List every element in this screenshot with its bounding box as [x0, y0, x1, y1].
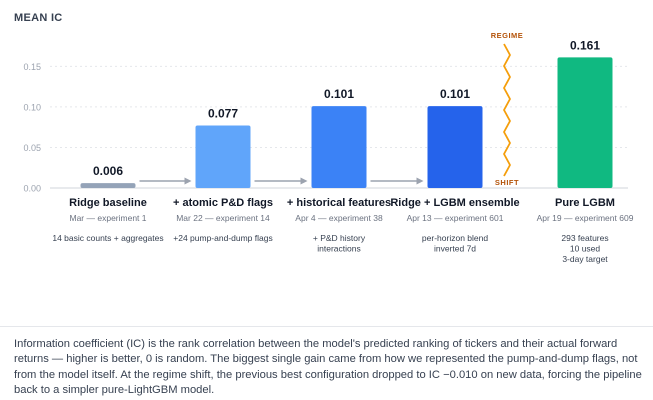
bar [311, 106, 367, 188]
category-label: Ridge baseline [69, 197, 147, 209]
note-label: 293 features [561, 233, 608, 243]
value-label: 0.006 [93, 164, 123, 178]
date-label: Mar — experiment 1 [70, 213, 147, 223]
category-label: Pure LGBM [555, 197, 615, 209]
y-tick-label: 0.10 [23, 102, 41, 112]
bar [427, 106, 483, 188]
shift-label: SHIFT [495, 178, 519, 187]
note-label: interactions [317, 244, 360, 254]
progression-arrows [139, 177, 424, 185]
date-label: Mar 22 — experiment 14 [176, 213, 270, 223]
arrow-head [300, 177, 308, 185]
bar-labels: 0.006 Ridge baseline Mar — experiment 1 14 … [52, 38, 633, 264]
y-tick-label: 0.15 [23, 62, 41, 72]
note-label: +24 pump-and-dump flags [173, 233, 272, 243]
note-label: 3-day target [562, 254, 608, 264]
grid: 0.00 0.05 0.10 0.15 [23, 62, 628, 194]
note-label: 10 used [570, 244, 601, 254]
divider [0, 326, 653, 327]
note-label: inverted 7d [434, 244, 476, 254]
arrow-head [416, 177, 424, 185]
value-label: 0.161 [570, 38, 600, 52]
chart-area: MEAN IC 0.00 0.05 0.10 0.15 0.006 Ridge base… [14, 12, 634, 264]
regime-shift-marker: REGIME SHIFT [491, 31, 524, 187]
regime-label: REGIME [491, 31, 524, 40]
bar [80, 183, 136, 188]
value-label: 0.101 [324, 87, 354, 101]
note-label: per-horizon blend [422, 233, 488, 243]
date-label: Apr 4 — experiment 38 [295, 213, 383, 223]
bars [80, 57, 613, 189]
regime-zigzag [503, 43, 511, 177]
y-tick-label: 0.00 [23, 184, 41, 194]
note-label: + P&D history [313, 233, 366, 243]
bar [195, 125, 251, 188]
category-label: + historical features [287, 197, 391, 209]
chart-caption: Information coefficient (IC) is the rank… [14, 338, 642, 397]
arrow-head [184, 177, 192, 185]
value-label: 0.077 [208, 107, 238, 121]
y-tick-label: 0.05 [23, 143, 41, 153]
category-label: Ridge + LGBM ensemble [390, 197, 519, 209]
note-label: 14 basic counts + aggregates [52, 233, 163, 243]
bar [557, 57, 613, 189]
category-label: + atomic P&D flags [173, 197, 273, 209]
date-label: Apr 13 — experiment 601 [407, 213, 504, 223]
value-label: 0.101 [440, 87, 470, 101]
chart-title: MEAN IC [14, 12, 63, 24]
date-label: Apr 19 — experiment 609 [537, 213, 634, 223]
